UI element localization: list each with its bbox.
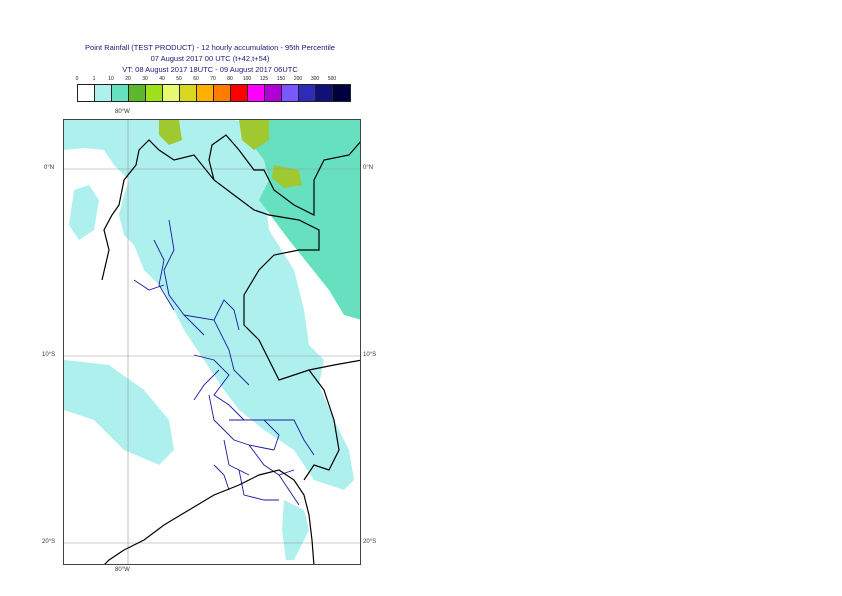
country-borders (101, 134, 360, 564)
tick-lat-0-left: 0°N (44, 165, 55, 171)
legend-swatch (112, 85, 129, 101)
legend-label: 10 (108, 76, 114, 82)
legend-swatch (282, 85, 299, 101)
legend-swatch (163, 85, 180, 101)
legend-labels: 0 1 10 20 30 40 50 60 70 80 100 125 150 200 300 500 (70, 76, 360, 84)
legend-swatch (265, 85, 282, 101)
graticule (64, 120, 360, 564)
legend-swatch (180, 85, 197, 101)
run-time: 07 August 2017 00 UTC (t+42,t+54) (150, 54, 270, 63)
legend-swatch (78, 85, 95, 101)
legend-label: 150 (276, 76, 286, 82)
legend-label: 30 (142, 76, 148, 82)
legend-label: 70 (210, 76, 216, 82)
precip-green-fill (159, 120, 302, 188)
regional-borders (133, 219, 315, 506)
legend-swatch (231, 85, 248, 101)
legend-swatch (333, 85, 350, 101)
legend-swatch (248, 85, 265, 101)
legend-swatch (197, 85, 214, 101)
legend-label: 200 (293, 76, 303, 82)
legend-label: 60 (193, 76, 199, 82)
validity-time: VT: 08 August 2017 18UTC - 09 August 201… (122, 65, 298, 74)
map-svg (64, 120, 360, 564)
tick-lat-20-right: 20°S (363, 539, 377, 545)
tick-lon-top: 80°W (115, 109, 130, 115)
legend-swatch (299, 85, 316, 101)
legend-label: 20 (125, 76, 131, 82)
legend-label: 500 (327, 76, 337, 82)
legend-swatch (129, 85, 146, 101)
tick-lat-0-right: 0°N (363, 165, 374, 171)
legend-label: 1 (92, 76, 96, 82)
color-legend (77, 84, 351, 102)
rainfall-map[interactable] (63, 119, 361, 565)
legend-swatch (316, 85, 333, 101)
legend-swatch (214, 85, 231, 101)
tick-lat-10-right: 10°S (363, 352, 377, 358)
tick-lat-20-left: 20°S (42, 539, 56, 545)
legend-label: 50 (176, 76, 182, 82)
legend-label: 0 (75, 76, 79, 82)
legend-label: 40 (159, 76, 165, 82)
legend-label: 100 (242, 76, 252, 82)
legend-swatch (95, 85, 112, 101)
tick-lat-10-left: 10°S (42, 352, 56, 358)
legend-swatch (146, 85, 163, 101)
chart-title: Point Rainfall (TEST PRODUCT) - 12 hourl… (85, 43, 335, 52)
precip-light-fill (64, 120, 354, 560)
legend-label: 80 (227, 76, 233, 82)
legend-label: 125 (259, 76, 269, 82)
tick-lon-bottom: 80°W (115, 567, 130, 573)
legend-label: 300 (310, 76, 320, 82)
